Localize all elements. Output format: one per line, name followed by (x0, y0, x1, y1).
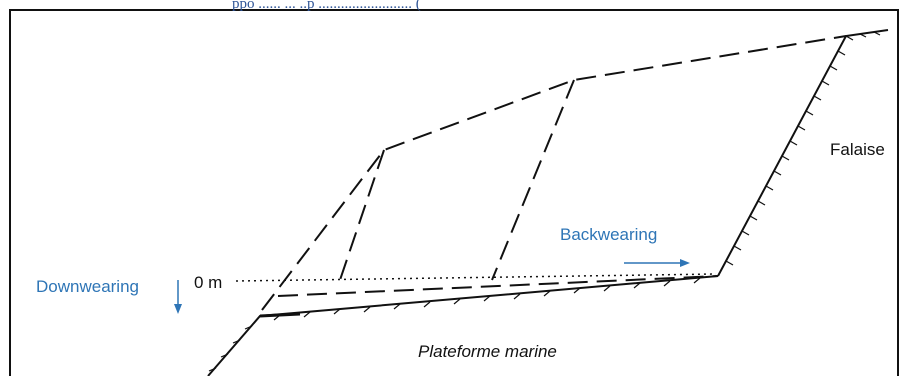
cliff-hatching (725, 31, 881, 266)
downwearing-label: Downwearing (36, 277, 139, 296)
cliff-label: Falaise (830, 140, 885, 159)
downwearing-arrow-head (174, 304, 182, 314)
diagram-frame (9, 9, 899, 376)
caption-fragment: ppo ...... ... ..p .....................… (232, 0, 421, 12)
backwearing-arrow-head (680, 259, 690, 267)
platform-hatching (208, 277, 701, 372)
upper-surface-dashed (261, 35, 847, 311)
old-cliff-2-dashed (491, 79, 575, 281)
platform-edge (259, 312, 301, 318)
platform-label: Plateforme marine (418, 342, 557, 361)
backwearing-label: Backwearing (560, 225, 657, 244)
former-profiles (261, 35, 847, 311)
zero-level-line (235, 273, 717, 282)
zero-level-label: 0 m (194, 273, 222, 292)
platform-line (207, 275, 719, 376)
old-cliff-1-dashed (339, 149, 385, 281)
old-platform-dashed (277, 275, 719, 297)
